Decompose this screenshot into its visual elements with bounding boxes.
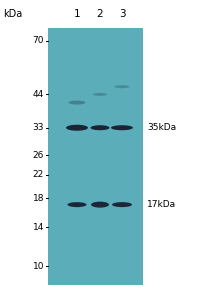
Text: 35kDa: 35kDa [147, 123, 176, 132]
Text: 26: 26 [33, 151, 44, 160]
Ellipse shape [93, 93, 107, 96]
Text: 33: 33 [33, 123, 44, 132]
Ellipse shape [68, 202, 86, 207]
Text: 44: 44 [33, 90, 44, 99]
Text: 70: 70 [33, 36, 44, 45]
Ellipse shape [111, 125, 133, 130]
Text: 22: 22 [33, 170, 44, 179]
Text: 14: 14 [33, 223, 44, 232]
Ellipse shape [91, 202, 109, 208]
Ellipse shape [69, 100, 85, 105]
Text: 18: 18 [33, 194, 44, 202]
Ellipse shape [90, 125, 110, 130]
Bar [48, 28, 143, 285]
Ellipse shape [66, 125, 88, 131]
Ellipse shape [112, 202, 132, 207]
Text: 3: 3 [119, 9, 125, 19]
Ellipse shape [114, 85, 129, 88]
Text: kDa: kDa [3, 9, 23, 19]
Text: 1: 1 [74, 9, 80, 19]
Text: 10: 10 [33, 262, 44, 271]
Text: 17kDa: 17kDa [147, 200, 176, 209]
Text: 2: 2 [97, 9, 103, 19]
